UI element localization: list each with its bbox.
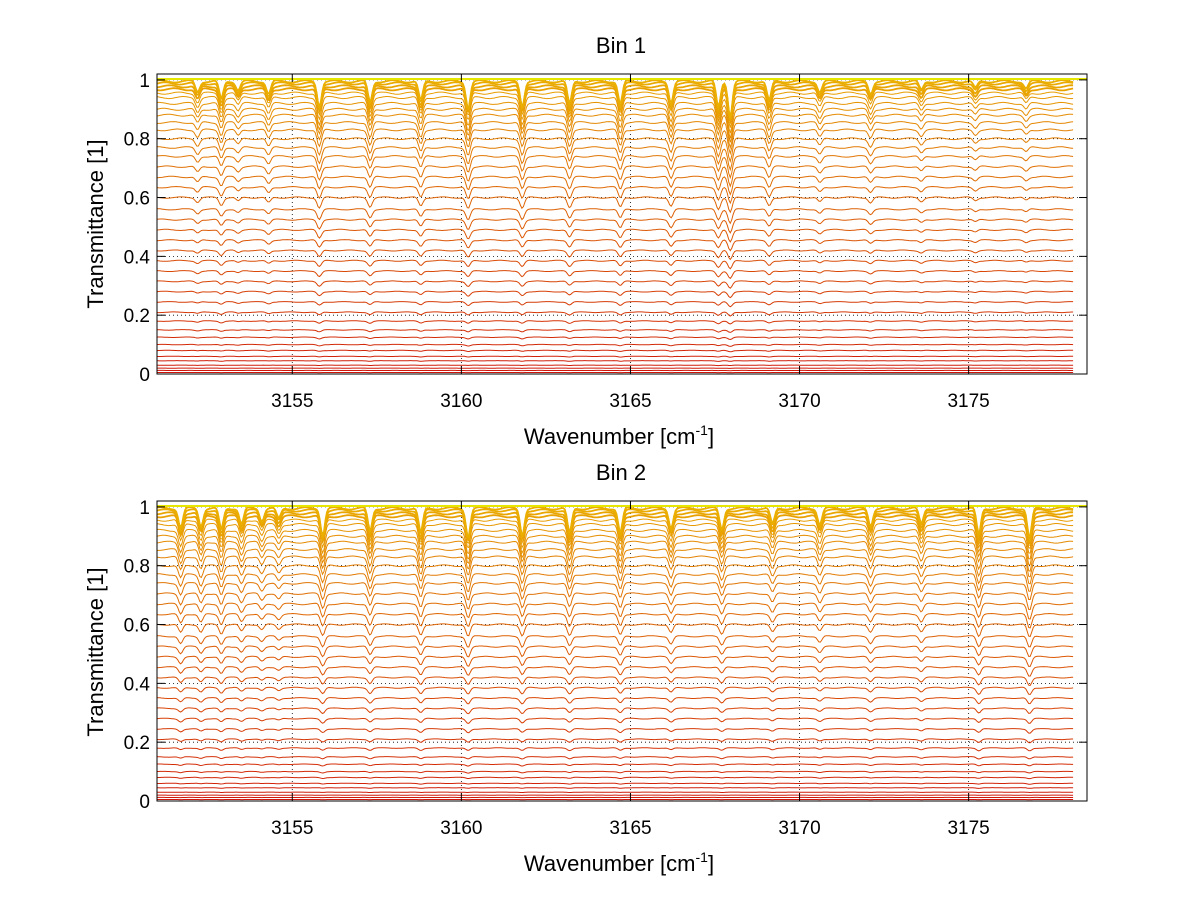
- series-line: [157, 291, 1073, 297]
- x-tick-label: 3155: [271, 818, 313, 839]
- series-line: [157, 667, 1073, 677]
- x-tick-label: 3175: [947, 818, 989, 839]
- x-tick-label: 3165: [609, 391, 651, 412]
- series-line: [157, 624, 1073, 637]
- y-tick-label: 0.6: [124, 616, 150, 637]
- x-tick-label: 3170: [778, 818, 820, 839]
- series-line: [157, 603, 1073, 619]
- series-line: [157, 361, 1073, 362]
- series-line: [157, 729, 1073, 734]
- series-line: [157, 176, 1073, 194]
- series-line: [157, 260, 1073, 268]
- series-line: [157, 646, 1073, 657]
- series-line: [157, 321, 1073, 324]
- x-axis-label: Wavenumber [cm-1]: [524, 422, 714, 449]
- series-line: [157, 187, 1073, 204]
- x-axis-label-main: Wavenumber [cm: [524, 424, 696, 449]
- series-line: [157, 718, 1073, 723]
- y-tick-labels: 0 0.2 0.4 0.6 0.8 1: [124, 498, 151, 813]
- chart-title: Bin 1: [596, 33, 646, 58]
- y-tick-label: 0.8: [124, 557, 150, 578]
- series-line: [157, 549, 1073, 572]
- y-axis-label: Transmittance [1]: [83, 139, 108, 308]
- x-axis-label: Wavenumber [cm-1]: [524, 849, 714, 876]
- x-tick-labels: 3155 3160 3165 3170 3175: [271, 818, 990, 839]
- series-line: [157, 583, 1073, 600]
- x-tick-label: 3165: [609, 818, 651, 839]
- series-line: [157, 122, 1073, 148]
- series-line: [157, 574, 1073, 592]
- series-line: [157, 356, 1073, 357]
- y-tick-label: 0: [139, 792, 150, 813]
- x-tick-label: 3175: [947, 391, 989, 412]
- y-tick-label: 0.2: [124, 733, 150, 754]
- series-line: [157, 330, 1073, 333]
- series-line: [157, 344, 1073, 346]
- series-line: [157, 593, 1073, 610]
- series-line: [157, 708, 1073, 714]
- y-tick-labels: 0 0.2 0.4 0.6 0.8 1: [124, 71, 151, 386]
- x-axis-label-close: ]: [708, 424, 714, 449]
- series-line: [157, 337, 1073, 340]
- series-line: [157, 739, 1073, 743]
- series-line: [157, 614, 1073, 628]
- x-axis-label-superscript: -1: [696, 849, 709, 865]
- series-line: [157, 764, 1073, 766]
- series-group: [157, 79, 1087, 373]
- y-tick-label: 0.4: [124, 247, 151, 268]
- series-line: [157, 365, 1073, 366]
- series-line: [157, 541, 1073, 564]
- series-line: [157, 312, 1073, 316]
- series-line: [157, 535, 1073, 559]
- x-axis-label-close: ]: [708, 851, 714, 876]
- series-line: [157, 771, 1073, 773]
- subplot-bin-2: Bin 2 3155 3160 3165 3170 3175 0 0.2 0.4…: [83, 460, 1087, 876]
- series-line: [157, 757, 1073, 759]
- x-axis-label-main: Wavenumber [cm: [524, 851, 696, 876]
- series-line: [157, 281, 1073, 288]
- series-line: [157, 250, 1073, 259]
- series-line: [157, 788, 1073, 789]
- series-line: [157, 636, 1073, 648]
- subplot-bin-1: Bin 1 3155 3160 3165 3170 3175 0 0.2 0.4…: [83, 33, 1087, 449]
- x-tick-labels: 3155 3160 3165 3170 3175: [271, 391, 990, 412]
- x-tick-label: 3155: [271, 391, 313, 412]
- series-line: [157, 240, 1073, 251]
- series-line: [157, 677, 1073, 685]
- y-tick-label: 0.6: [124, 189, 150, 210]
- series-line: [157, 687, 1073, 694]
- series-group: [157, 506, 1087, 800]
- y-tick-label: 1: [139, 498, 150, 519]
- series-line: [157, 792, 1073, 793]
- series-line: [157, 166, 1073, 186]
- series-line: [157, 302, 1073, 307]
- y-axis-label: Transmittance [1]: [83, 567, 108, 736]
- y-tick-label: 0.2: [124, 306, 150, 327]
- x-tick-label: 3160: [440, 818, 482, 839]
- series-line: [157, 777, 1073, 778]
- y-tick-label: 1: [139, 71, 150, 92]
- x-tick-label: 3160: [440, 391, 482, 412]
- series-line: [157, 156, 1073, 178]
- series-line: [157, 350, 1073, 352]
- y-tick-label: 0.8: [124, 130, 150, 151]
- series-line: [157, 271, 1073, 279]
- series-line: [157, 748, 1073, 751]
- y-tick-label: 0: [139, 365, 150, 386]
- series-line: [157, 129, 1073, 153]
- y-tick-label: 0.4: [124, 674, 151, 695]
- series-line: [157, 698, 1073, 704]
- series-line: [157, 656, 1073, 666]
- series-line: [157, 783, 1073, 784]
- x-axis-label-superscript: -1: [696, 422, 709, 438]
- x-tick-label: 3170: [778, 391, 820, 412]
- chart-title: Bin 2: [596, 460, 646, 485]
